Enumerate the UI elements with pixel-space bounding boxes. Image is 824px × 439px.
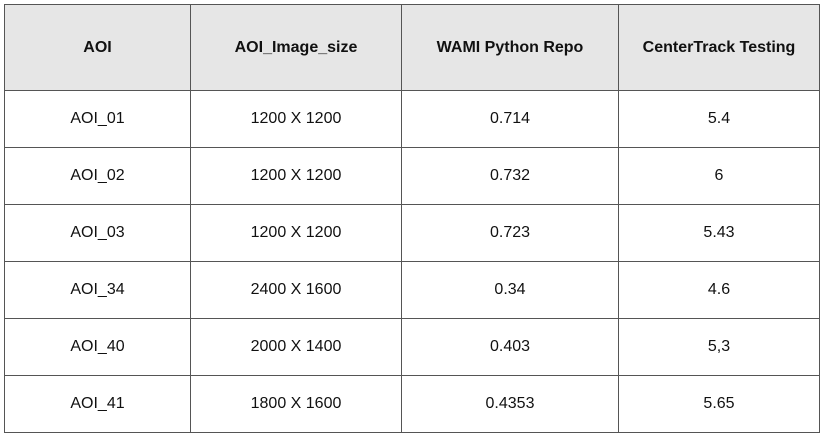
cell-centertrack-testing: 5.65 xyxy=(618,375,820,433)
results-table: AOI AOI_Image_size WAMI Python Repo Cent… xyxy=(4,4,820,433)
cell-image-size: 2000 X 1400 xyxy=(190,318,402,376)
cell-centertrack-testing: 5.43 xyxy=(618,204,820,262)
cell-centertrack-testing: 5.4 xyxy=(618,90,820,148)
cell-aoi: AOI_01 xyxy=(4,90,191,148)
cell-aoi: AOI_40 xyxy=(4,318,191,376)
table-container: AOI AOI_Image_size WAMI Python Repo Cent… xyxy=(4,4,820,433)
table-body: AOI_01 1200 X 1200 0.714 5.4 AOI_02 1200… xyxy=(4,90,820,433)
cell-centertrack-testing: 4.6 xyxy=(618,261,820,319)
cell-wami-python-repo: 0.732 xyxy=(401,147,619,205)
cell-wami-python-repo: 0.714 xyxy=(401,90,619,148)
header-row: AOI AOI_Image_size WAMI Python Repo Cent… xyxy=(4,4,820,91)
cell-wami-python-repo: 0.4353 xyxy=(401,375,619,433)
cell-image-size: 1200 X 1200 xyxy=(190,204,402,262)
cell-image-size: 1200 X 1200 xyxy=(190,147,402,205)
cell-aoi: AOI_03 xyxy=(4,204,191,262)
cell-image-size: 2400 X 1600 xyxy=(190,261,402,319)
column-header-aoi-image-size: AOI_Image_size xyxy=(190,4,402,91)
cell-wami-python-repo: 0.34 xyxy=(401,261,619,319)
cell-image-size: 1800 X 1600 xyxy=(190,375,402,433)
table-header: AOI AOI_Image_size WAMI Python Repo Cent… xyxy=(4,4,820,91)
table-row: AOI_03 1200 X 1200 0.723 5.43 xyxy=(4,204,820,262)
table-row: AOI_02 1200 X 1200 0.732 6 xyxy=(4,147,820,205)
cell-centertrack-testing: 5,3 xyxy=(618,318,820,376)
column-header-wami-python-repo: WAMI Python Repo xyxy=(401,4,619,91)
column-header-aoi: AOI xyxy=(4,4,191,91)
table-row: AOI_40 2000 X 1400 0.403 5,3 xyxy=(4,318,820,376)
table-row: AOI_01 1200 X 1200 0.714 5.4 xyxy=(4,90,820,148)
cell-centertrack-testing: 6 xyxy=(618,147,820,205)
cell-aoi: AOI_34 xyxy=(4,261,191,319)
table-row: AOI_41 1800 X 1600 0.4353 5.65 xyxy=(4,375,820,433)
cell-aoi: AOI_02 xyxy=(4,147,191,205)
table-row: AOI_34 2400 X 1600 0.34 4.6 xyxy=(4,261,820,319)
cell-wami-python-repo: 0.723 xyxy=(401,204,619,262)
column-header-centertrack-testing: CenterTrack Testing xyxy=(618,4,820,91)
cell-wami-python-repo: 0.403 xyxy=(401,318,619,376)
cell-aoi: AOI_41 xyxy=(4,375,191,433)
cell-image-size: 1200 X 1200 xyxy=(190,90,402,148)
